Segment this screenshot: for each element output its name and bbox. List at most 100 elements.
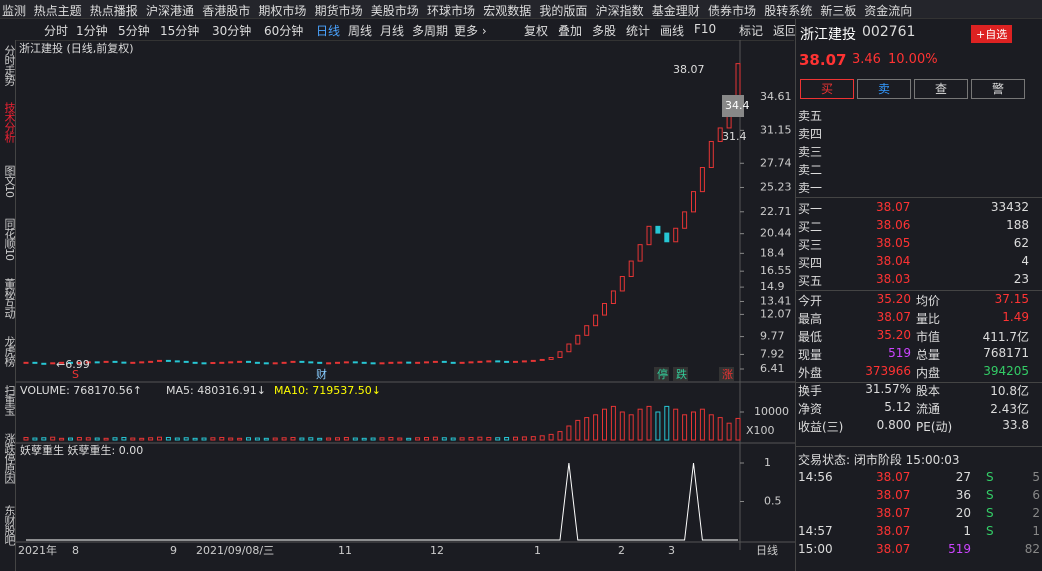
menu-item[interactable]: 沪深指数 (595, 4, 644, 18)
menu-item[interactable]: 美股市场 (370, 4, 419, 18)
period-tab[interactable]: 5分钟 (118, 24, 150, 38)
trade-cell: 36 (955, 488, 971, 502)
menu-item[interactable]: 沪深港通 (146, 4, 195, 18)
tool-button[interactable]: 标记 (739, 24, 764, 38)
candle (317, 361, 323, 364)
candle (308, 361, 314, 364)
change: 3.46 (852, 52, 881, 67)
trade-cell: 38.07 (876, 488, 911, 502)
stat-label: 净资 (798, 402, 823, 416)
vol-tick: 10000 (754, 405, 789, 418)
side-tab[interactable]: 扫重宝 (3, 385, 16, 415)
trade-cell: 38.07 (876, 542, 911, 556)
volume-bar (726, 422, 732, 441)
period-tab[interactable]: 日线 (316, 24, 341, 38)
period-tab[interactable]: 15分钟 (160, 24, 200, 38)
candle (361, 361, 367, 364)
menu-item[interactable]: 热点主题 (33, 4, 82, 18)
volume-bar (352, 437, 358, 441)
divider (796, 290, 1042, 291)
menu-item[interactable]: 期权市场 (258, 4, 307, 18)
tool-button[interactable]: 画线 (660, 24, 685, 38)
bid-volume: 23 (1013, 272, 1029, 286)
tool-button[interactable]: 多股 (592, 24, 617, 38)
side-tab[interactable]: 分时走势 (3, 45, 16, 85)
candle (459, 361, 465, 364)
period-tab[interactable]: 60分钟 (264, 24, 304, 38)
trade-cell: 20 (955, 506, 971, 520)
trade-button[interactable]: 查 (914, 79, 968, 99)
period-tab[interactable]: 多周期 (412, 24, 449, 38)
trade-button[interactable]: 警 (971, 79, 1025, 99)
side-tab[interactable]: 龙虎榜 (3, 336, 16, 366)
period-tab[interactable]: 周线 (348, 24, 373, 38)
candle (112, 360, 118, 363)
menu-item[interactable]: 宏观数据 (483, 4, 532, 18)
period-tab[interactable]: 分时 (44, 24, 69, 38)
stat-label: 外盘 (798, 366, 823, 380)
menu-item[interactable]: 我的版面 (539, 4, 588, 18)
menu-item[interactable]: 新三板 (820, 4, 857, 18)
candle (335, 361, 340, 364)
candle (174, 360, 180, 363)
candle (228, 361, 234, 364)
side-tab[interactable]: 董秘互动 (3, 278, 16, 318)
candle (450, 361, 456, 364)
volume-bar (308, 437, 314, 441)
stat-value: 0.800 (876, 418, 911, 432)
side-tab[interactable]: 涨跌停原因 (3, 433, 16, 483)
trade-button[interactable]: 买 (800, 79, 854, 99)
bid-price: 38.05 (876, 236, 911, 250)
period-tab[interactable]: 更多 › (454, 24, 487, 38)
trade-cell: 1 (1032, 524, 1040, 538)
tool-button[interactable]: F10 (694, 22, 717, 36)
side-tab[interactable]: 同花顺10 (3, 218, 16, 260)
menu-item[interactable]: 股转系统 (764, 4, 813, 18)
menu-item[interactable]: 资金流向 (864, 4, 913, 18)
candle (504, 360, 510, 363)
candle (59, 361, 65, 364)
tool-button[interactable]: 统计 (626, 24, 651, 38)
stock-name: 浙江建投 (800, 27, 856, 43)
side-tab[interactable]: 技术分析 (3, 102, 16, 142)
menu-item[interactable]: 期货市场 (314, 4, 363, 18)
tool-button[interactable]: 复权 (524, 24, 549, 38)
menu-item[interactable]: 基金理财 (651, 4, 700, 18)
volume-bar (655, 411, 661, 441)
side-tab[interactable]: 图文10 (3, 165, 16, 197)
tool-button[interactable]: 返回 (773, 24, 798, 38)
side-tab[interactable]: 东财股吧 (3, 505, 16, 545)
volume-bar (272, 437, 278, 441)
stat-value: 519 (888, 346, 911, 360)
volume-bar (717, 417, 723, 441)
trade-cell: 519 (948, 542, 971, 556)
add-watch[interactable]: +自选 (971, 25, 1013, 43)
candle (165, 359, 171, 362)
menu-item[interactable]: 债券市场 (708, 4, 757, 18)
tool-button[interactable]: 叠加 (558, 24, 583, 38)
divider (796, 197, 1042, 198)
candle (584, 325, 590, 336)
bid-label: 买四 (798, 256, 823, 270)
menu-item[interactable]: 监测 (2, 4, 27, 18)
bid-volume: 33432 (990, 200, 1029, 214)
candle (699, 167, 705, 193)
period-tab[interactable]: 1分钟 (76, 24, 108, 38)
candle (691, 191, 696, 213)
price-tick: 27.74 (760, 156, 792, 169)
volume-bar (219, 436, 225, 441)
volume-bar (530, 436, 536, 441)
volume-bar (290, 436, 296, 441)
menu-item[interactable]: 热点播报 (89, 4, 138, 18)
box (722, 95, 744, 117)
period-tab[interactable]: 30分钟 (212, 24, 252, 38)
volume-bar (317, 437, 323, 441)
period-tab[interactable]: 月线 (380, 24, 405, 38)
trade-button[interactable]: 卖 (857, 79, 911, 99)
menu-item[interactable]: 香港股市 (202, 4, 251, 18)
price-tick: 12.07 (760, 307, 792, 320)
menu-item[interactable]: 环球市场 (427, 4, 476, 18)
volume-bar (174, 437, 180, 441)
stat-value: 5.12 (884, 400, 911, 414)
stat-value: 394205 (983, 364, 1029, 378)
